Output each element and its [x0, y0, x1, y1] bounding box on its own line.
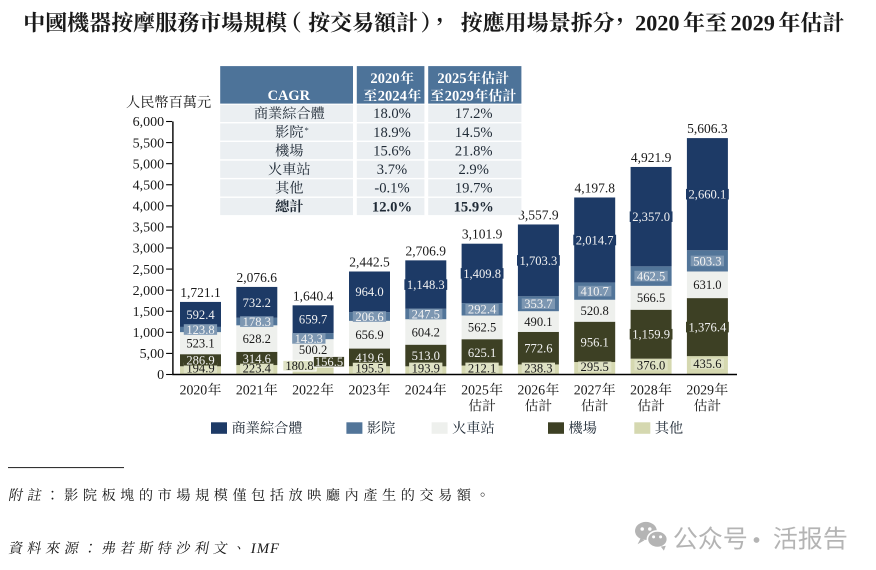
svg-text:2.9%: 2.9%: [458, 162, 488, 178]
svg-text:15.9%: 15.9%: [454, 199, 494, 215]
svg-text:12.0%: 12.0%: [372, 199, 412, 215]
svg-text:314.6: 314.6: [243, 352, 271, 366]
svg-text:123.8: 123.8: [186, 323, 214, 337]
svg-text:18.0%: 18.0%: [373, 106, 411, 122]
svg-text:206.6: 206.6: [355, 310, 383, 324]
svg-text:628.2: 628.2: [243, 332, 271, 346]
svg-text:503.3: 503.3: [693, 254, 721, 268]
svg-text:143.3: 143.3: [295, 332, 323, 346]
svg-text:247.5: 247.5: [412, 307, 440, 321]
svg-text:6,000: 6,000: [133, 115, 165, 130]
svg-text:656.9: 656.9: [355, 328, 383, 342]
svg-text:2,357.0: 2,357.0: [632, 210, 670, 224]
svg-text:21.8%: 21.8%: [455, 144, 493, 160]
svg-text:4,500: 4,500: [133, 178, 165, 193]
svg-text:1,148.3: 1,148.3: [407, 278, 445, 292]
svg-text:2,076.6: 2,076.6: [237, 270, 278, 285]
svg-text:178.3: 178.3: [243, 315, 271, 329]
svg-text:3,000: 3,000: [133, 242, 165, 257]
svg-text:513.0: 513.0: [412, 349, 440, 363]
svg-text:1,721.1: 1,721.1: [180, 285, 221, 300]
svg-text:5,00: 5,00: [140, 347, 165, 362]
svg-text:5,606.3: 5,606.3: [687, 121, 728, 136]
svg-text:410.7: 410.7: [581, 285, 609, 299]
svg-text:286.9: 286.9: [186, 354, 214, 368]
svg-text:520.8: 520.8: [581, 304, 609, 318]
svg-text:1,376.4: 1,376.4: [689, 321, 727, 335]
svg-text:2,660.1: 2,660.1: [689, 188, 727, 202]
svg-text:3.7%: 3.7%: [377, 162, 407, 178]
svg-text:435.6: 435.6: [693, 357, 721, 371]
svg-text:238.3: 238.3: [524, 361, 552, 375]
svg-text:592.4: 592.4: [186, 308, 215, 322]
svg-text:1,000: 1,000: [133, 326, 165, 341]
svg-text:732.2: 732.2: [243, 296, 271, 310]
svg-text:180.8: 180.8: [285, 359, 313, 373]
svg-text:212.1: 212.1: [468, 361, 496, 375]
svg-text:353.7: 353.7: [524, 297, 552, 311]
svg-text:2,706.9: 2,706.9: [406, 243, 447, 258]
svg-text:3,500: 3,500: [133, 221, 165, 236]
svg-text:5,500: 5,500: [133, 136, 165, 151]
svg-text:1,500: 1,500: [133, 305, 165, 320]
svg-text:19.7%: 19.7%: [455, 181, 493, 197]
svg-text:1,640.4: 1,640.4: [293, 288, 334, 303]
svg-text:-0.1%: -0.1%: [374, 181, 409, 197]
svg-text:659.7: 659.7: [299, 313, 327, 327]
svg-text:2,000: 2,000: [133, 284, 165, 299]
svg-text:625.1: 625.1: [468, 346, 496, 360]
svg-text:156.5: 156.5: [315, 355, 343, 369]
svg-text:CAGR: CAGR: [268, 88, 311, 104]
svg-text:376.0: 376.0: [637, 359, 665, 373]
svg-text:772.6: 772.6: [524, 342, 552, 356]
svg-text:2,442.5: 2,442.5: [349, 255, 390, 270]
svg-text:964.0: 964.0: [355, 285, 383, 299]
svg-text:18.9%: 18.9%: [373, 125, 411, 141]
svg-text:490.1: 490.1: [524, 315, 552, 329]
svg-text:3,557.9: 3,557.9: [518, 208, 559, 223]
svg-text:1,409.8: 1,409.8: [463, 267, 501, 281]
svg-text:2,500: 2,500: [133, 263, 165, 278]
svg-text:17.2%: 17.2%: [455, 106, 493, 122]
svg-text:419.6: 419.6: [355, 351, 383, 365]
svg-text:1,159.9: 1,159.9: [632, 328, 670, 342]
svg-text:4,921.9: 4,921.9: [631, 150, 672, 165]
svg-text:15.6%: 15.6%: [373, 144, 411, 160]
svg-text:14.5%: 14.5%: [455, 125, 493, 141]
svg-text:500.2: 500.2: [299, 343, 327, 357]
svg-text:1,703.3: 1,703.3: [520, 254, 558, 268]
svg-text:193.9: 193.9: [412, 361, 440, 375]
svg-text:295.5: 295.5: [581, 360, 609, 374]
svg-text:5,000: 5,000: [133, 157, 165, 172]
svg-text:*: *: [305, 125, 309, 135]
svg-text:223.4: 223.4: [243, 361, 272, 375]
svg-text:462.5: 462.5: [637, 270, 665, 284]
svg-text:IMF: IMF: [250, 541, 280, 557]
svg-text:3,101.9: 3,101.9: [462, 227, 503, 242]
svg-text:195.5: 195.5: [355, 361, 383, 375]
svg-text:631.0: 631.0: [693, 278, 721, 292]
svg-text:956.1: 956.1: [581, 335, 609, 349]
svg-text:4,000: 4,000: [133, 200, 165, 215]
svg-text:292.4: 292.4: [468, 303, 497, 317]
svg-text:4,197.8: 4,197.8: [574, 181, 615, 196]
svg-text:566.5: 566.5: [637, 291, 665, 305]
svg-text:0: 0: [157, 368, 164, 383]
svg-text:2,014.7: 2,014.7: [576, 233, 614, 247]
svg-text:562.5: 562.5: [468, 321, 496, 335]
svg-text:604.2: 604.2: [412, 325, 440, 339]
svg-text:523.1: 523.1: [186, 337, 214, 351]
